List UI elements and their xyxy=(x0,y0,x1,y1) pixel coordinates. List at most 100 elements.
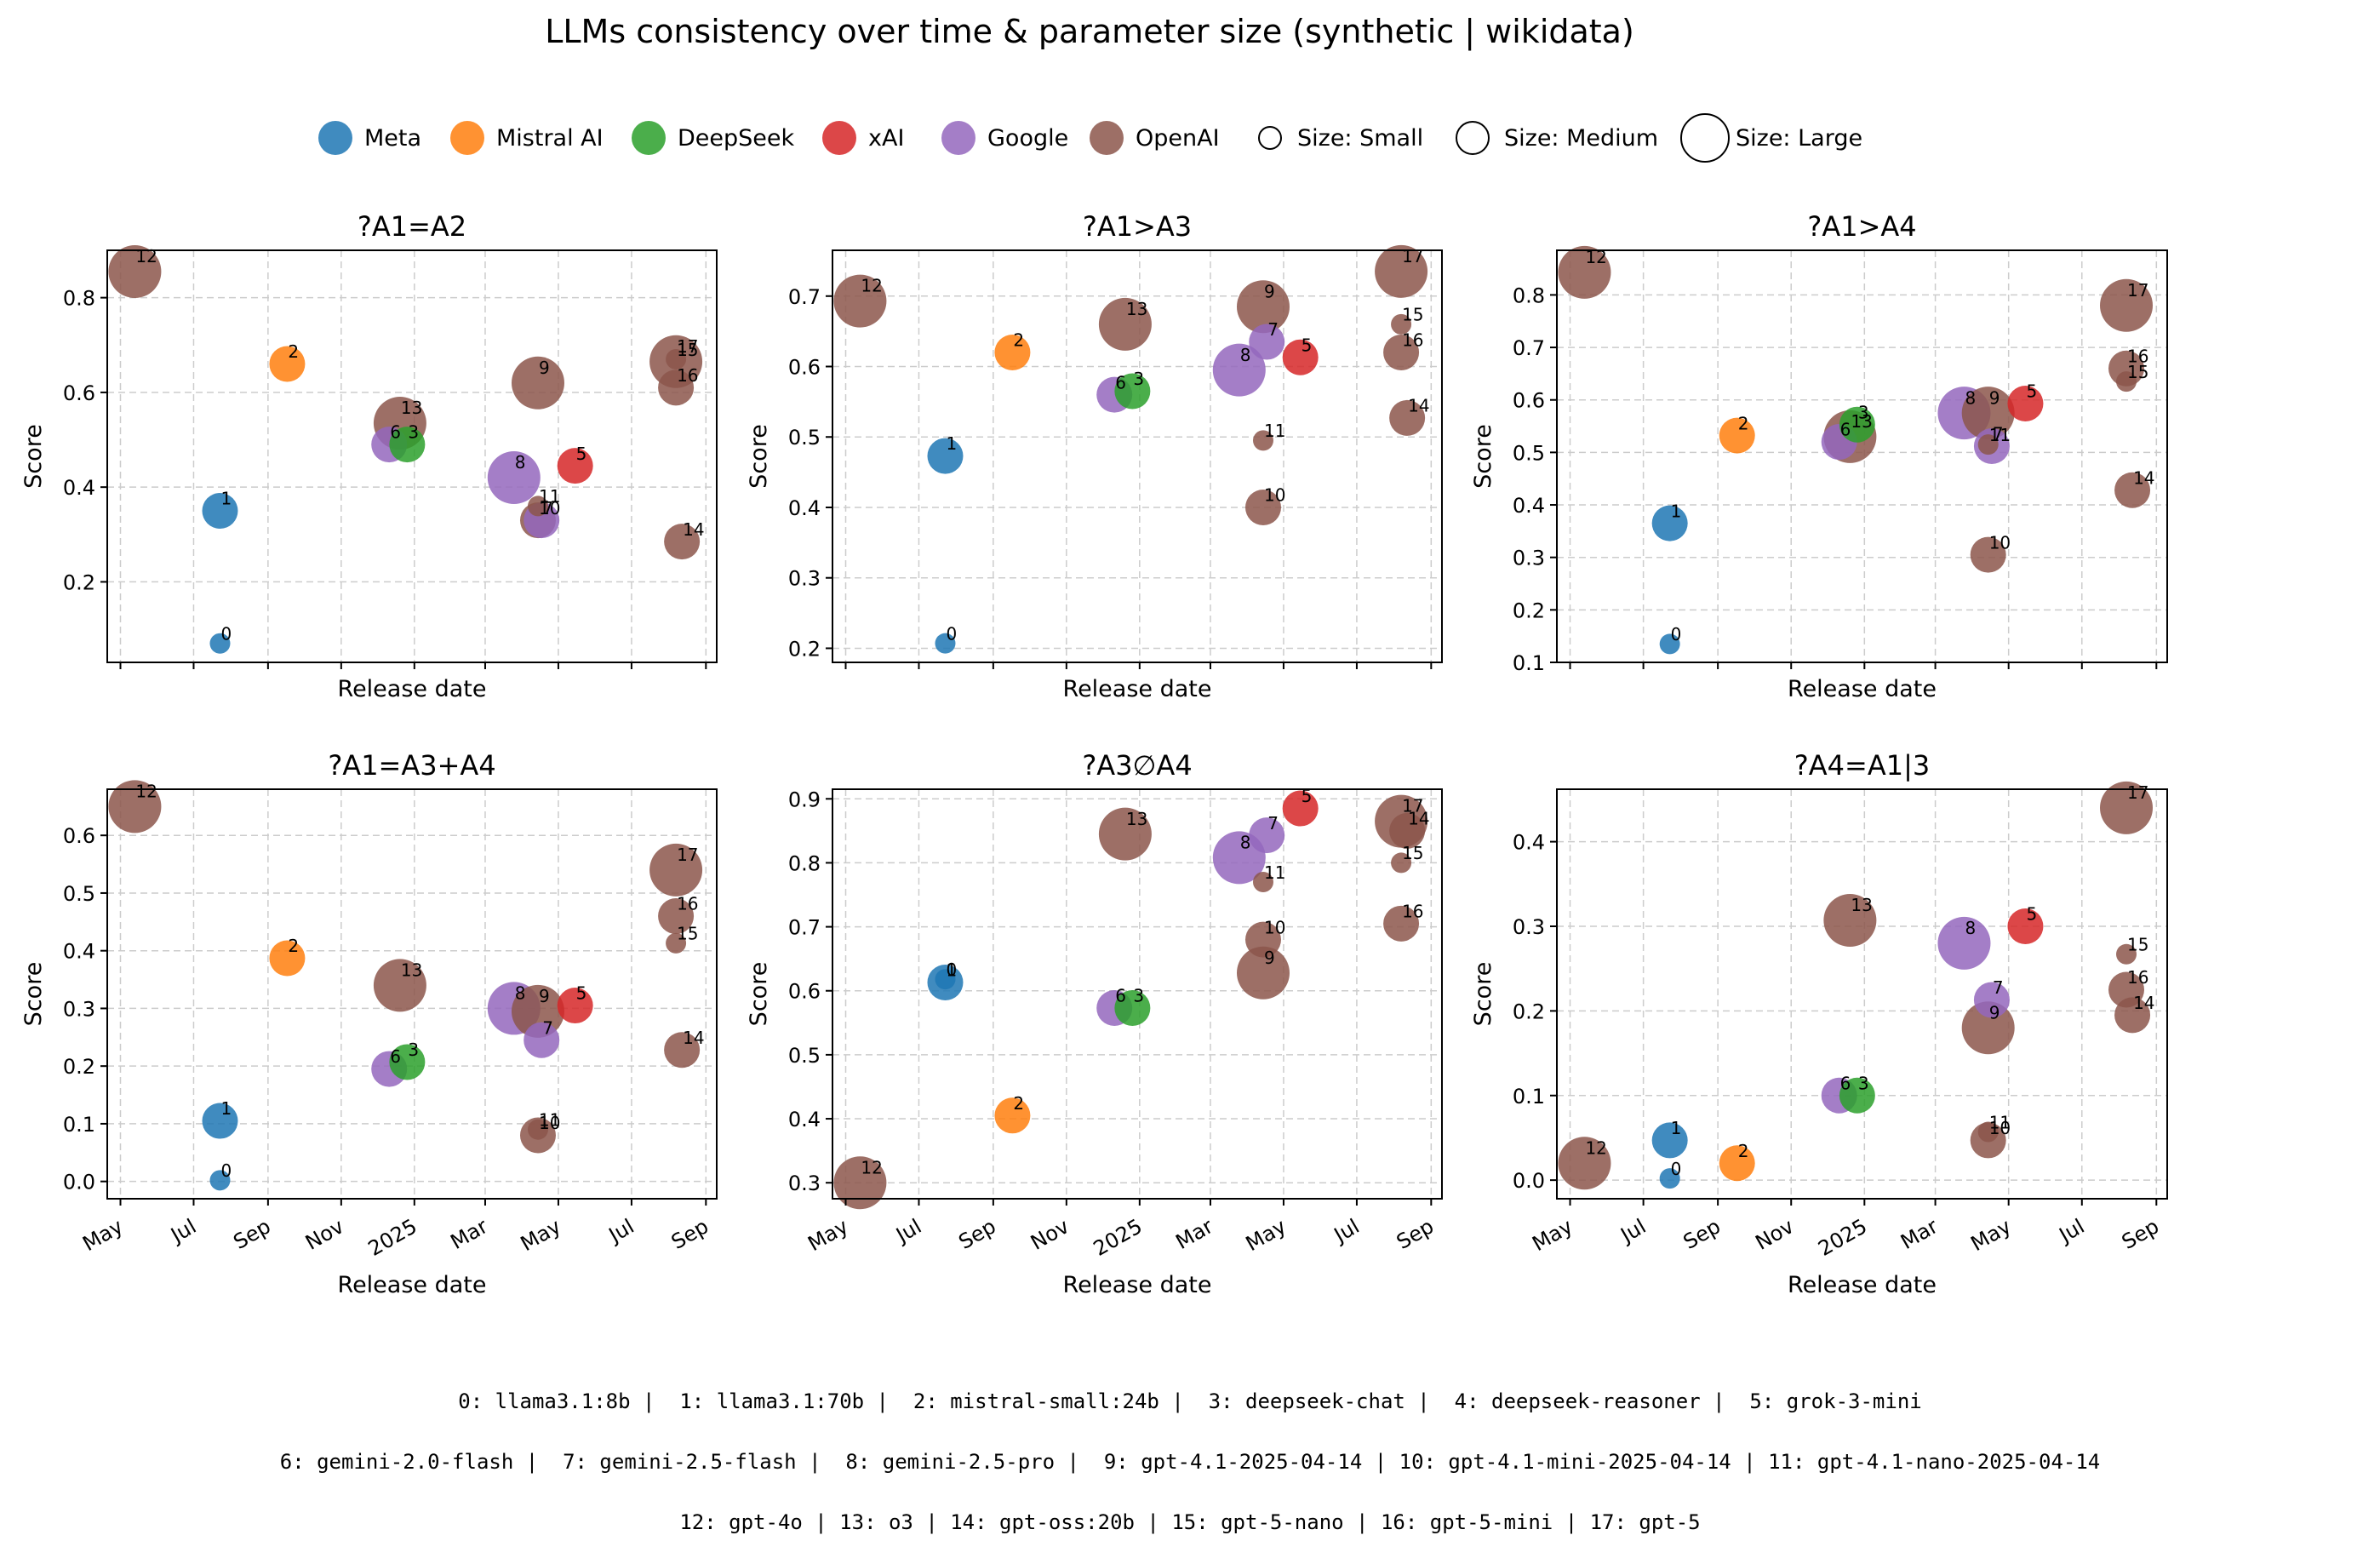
point-label-15: 15 xyxy=(677,924,698,944)
y-tick-label: 0.2 xyxy=(1513,1000,1545,1023)
point-label-13: 13 xyxy=(1126,299,1147,319)
legend-size-large xyxy=(1680,113,1730,163)
legend-size-label-medium: Size: Medium xyxy=(1504,125,1658,152)
point-label-9: 9 xyxy=(539,358,550,378)
point-label-8: 8 xyxy=(1965,387,1976,408)
point-model-3 xyxy=(389,1044,426,1080)
panel-title: ?A4=A1|3 xyxy=(1794,749,1930,782)
point-model-2 xyxy=(1719,417,1755,454)
point-model-8 xyxy=(1212,343,1266,397)
y-tick-label: 0.0 xyxy=(1513,1169,1545,1193)
x-tick-label: May xyxy=(804,1214,852,1256)
x-axis-label: Release date xyxy=(1063,1272,1212,1298)
point-label-12: 12 xyxy=(861,276,882,296)
x-tick-label: May xyxy=(517,1214,565,1256)
point-label-16: 16 xyxy=(2127,967,2148,988)
legend-label-meta: Meta xyxy=(364,125,421,152)
point-label-2: 2 xyxy=(1013,330,1024,351)
point-label-11: 11 xyxy=(1989,1112,2011,1132)
point-label-5: 5 xyxy=(2026,381,2037,402)
x-tick-label: May xyxy=(1242,1214,1290,1256)
point-label-7: 7 xyxy=(542,1017,553,1038)
y-tick-label: 0.7 xyxy=(788,285,821,309)
x-tick-label: May xyxy=(1967,1214,2016,1256)
axes-frame xyxy=(832,249,1443,663)
point-model-12 xyxy=(833,1156,887,1210)
point-model-11 xyxy=(1977,434,1999,455)
axes-frame xyxy=(1556,249,2168,663)
y-tick-label: 0.6 xyxy=(1513,389,1545,413)
panel-title: ?A1=A2 xyxy=(358,210,466,243)
point-model-2 xyxy=(269,346,306,382)
x-axis-label: Release date xyxy=(1788,1272,1937,1298)
point-model-1 xyxy=(202,492,238,529)
y-axis-label: Score xyxy=(1470,424,1496,489)
point-label-2: 2 xyxy=(288,341,299,362)
legend-label-mistral-ai: Mistral AI xyxy=(496,125,604,152)
y-tick-label: 0.8 xyxy=(1513,284,1545,307)
point-label-0: 0 xyxy=(946,623,957,644)
point-model-0 xyxy=(209,1170,231,1191)
y-tick-label: 0.0 xyxy=(63,1171,95,1194)
point-label-1: 1 xyxy=(1671,1118,1682,1138)
y-tick-label: 0.8 xyxy=(788,851,821,875)
panel-6: 01261338911107517151614120.00.10.20.30.4… xyxy=(1470,749,2168,1298)
point-label-15: 15 xyxy=(2127,362,2148,382)
point-label-6: 6 xyxy=(1840,420,1851,440)
panel-title: ?A3∅A4 xyxy=(1082,749,1192,782)
x-tick-label: Nov xyxy=(301,1214,348,1255)
point-label-1: 1 xyxy=(1671,501,1682,521)
point-label-1: 1 xyxy=(946,960,957,981)
point-model-9 xyxy=(511,984,564,1038)
point-label-7: 7 xyxy=(1267,319,1279,340)
point-label-0: 0 xyxy=(1671,1159,1682,1179)
point-label-15: 15 xyxy=(677,340,698,360)
point-label-6: 6 xyxy=(1115,372,1126,392)
point-model-9 xyxy=(1236,946,1290,1000)
x-tick-label: Mar xyxy=(1897,1214,1942,1254)
point-model-11 xyxy=(527,496,548,517)
point-label-3: 3 xyxy=(408,1040,419,1060)
point-model-9 xyxy=(1961,387,2015,440)
point-label-0: 0 xyxy=(220,1160,232,1181)
panels: 01261338910117517151614120.20.40.60.8?A1… xyxy=(20,210,2168,1298)
x-axis-label: Release date xyxy=(1788,676,1937,702)
y-tick-label: 0.7 xyxy=(788,916,821,940)
point-label-5: 5 xyxy=(2026,904,2037,925)
x-tick-label: Sep xyxy=(229,1214,274,1254)
point-label-9: 9 xyxy=(1264,948,1275,968)
point-label-2: 2 xyxy=(1013,1093,1024,1114)
point-label-5: 5 xyxy=(576,444,587,464)
x-axis-label: Release date xyxy=(338,1272,487,1298)
point-model-2 xyxy=(994,1097,1031,1134)
point-label-14: 14 xyxy=(1408,809,1429,829)
axes-frame xyxy=(832,788,1443,1200)
y-tick-label: 0.6 xyxy=(63,381,95,405)
point-model-5 xyxy=(557,988,593,1024)
point-model-13 xyxy=(1823,894,1877,948)
point-label-3: 3 xyxy=(408,422,419,443)
point-label-8: 8 xyxy=(515,452,526,473)
point-model-16 xyxy=(658,898,695,935)
footer-legend-line-2: 6: gemini-2.0-flash | 7: gemini-2.5-flas… xyxy=(279,1450,2101,1474)
point-model-7 xyxy=(523,1022,560,1058)
point-label-11: 11 xyxy=(539,486,560,507)
point-model-1 xyxy=(927,438,964,474)
point-model-12 xyxy=(108,245,162,299)
point-model-13 xyxy=(1098,297,1152,351)
legend-size-label-small: Size: Small xyxy=(1297,125,1423,152)
point-model-7 xyxy=(1249,324,1285,360)
point-label-12: 12 xyxy=(135,246,157,266)
panel-2: 01261338911107517151614120.20.30.40.50.6… xyxy=(746,210,1443,702)
point-label-0: 0 xyxy=(1671,624,1682,644)
y-tick-label: 0.3 xyxy=(788,567,821,591)
legend-marker-google xyxy=(941,121,975,155)
point-label-0: 0 xyxy=(220,624,232,644)
point-label-12: 12 xyxy=(861,1157,882,1177)
point-label-9: 9 xyxy=(1989,1002,2000,1023)
point-model-5 xyxy=(2007,386,2044,422)
point-label-14: 14 xyxy=(2133,467,2154,488)
legend: Meta Mistral AI DeepSeek xAI Google OpenAI Siz… xyxy=(318,113,1862,163)
point-model-3 xyxy=(389,427,426,463)
